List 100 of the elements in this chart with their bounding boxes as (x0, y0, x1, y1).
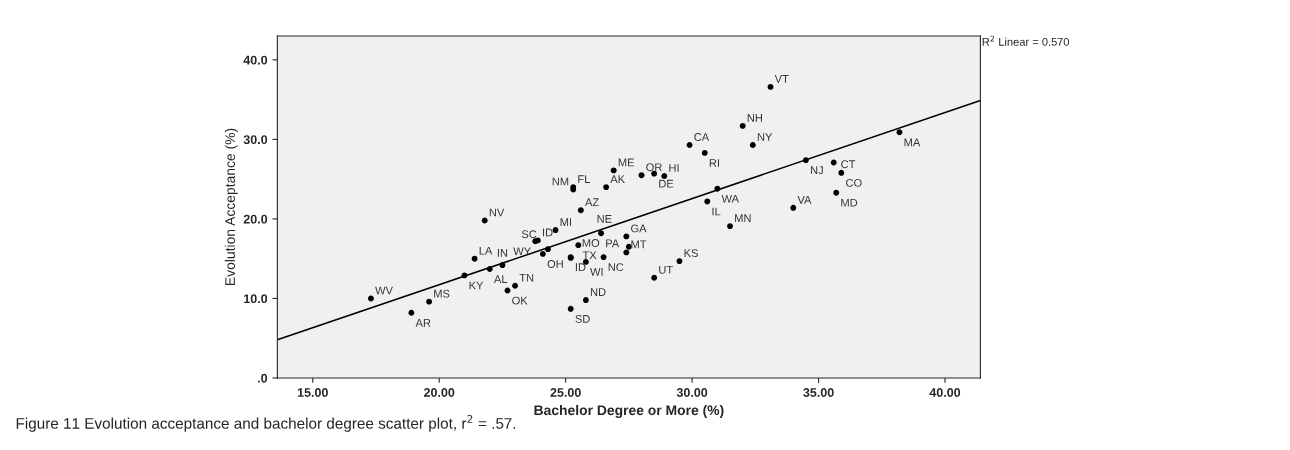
y-tick-label: 20.0 (243, 214, 268, 224)
data-label: FL (578, 175, 590, 183)
x-axis-title: Bachelor Degree or More (%) (534, 404, 724, 418)
data-label: ID (575, 263, 586, 271)
data-label: WA (721, 194, 740, 203)
data-label: AZ (585, 198, 599, 207)
point (714, 185, 721, 192)
data-label: TN (519, 273, 534, 282)
data-label: PA (606, 239, 620, 248)
data-label: GA (631, 224, 647, 233)
text: R$^{2}$ Linear = 0.570 (982, 35, 1069, 46)
point (661, 173, 668, 179)
data-label: WI (590, 268, 603, 276)
data-label: OH (547, 260, 563, 268)
data-label: VA (797, 195, 812, 204)
point (701, 149, 708, 156)
point (545, 246, 551, 253)
data-label: MS (434, 289, 450, 298)
point (638, 172, 645, 179)
point (461, 272, 468, 279)
point (486, 266, 493, 272)
data-label: ID (543, 228, 553, 237)
annotation: NE (597, 215, 612, 223)
data-label: IN (497, 249, 508, 257)
data-label: MI (560, 218, 572, 226)
x-tick-label: 40.00 (929, 388, 961, 397)
data-label: OR (646, 163, 662, 172)
point (426, 298, 433, 305)
data-label: TX (582, 251, 597, 260)
point (686, 142, 693, 148)
point (676, 258, 683, 265)
y-tick-label: 40.0 (243, 55, 268, 65)
data-label: CO (846, 178, 862, 187)
data-label: KY (469, 281, 484, 290)
data-label: AK (610, 175, 625, 183)
y-tick-label: 10.0 (244, 294, 268, 304)
point (512, 282, 519, 289)
point (802, 157, 809, 164)
point (838, 169, 845, 176)
point (790, 204, 797, 211)
point (739, 122, 746, 129)
data-label: KS (684, 249, 698, 258)
data-label: MO (582, 239, 600, 247)
point (603, 184, 610, 191)
data-label: VT (774, 75, 789, 83)
data-label: OK (512, 296, 528, 305)
point (567, 305, 574, 312)
data-label: MA (904, 138, 921, 147)
data-label: AL (493, 275, 508, 283)
point (896, 129, 903, 136)
x-tick-label: 25.00 (550, 388, 581, 397)
data-label: NV (489, 208, 505, 217)
data-label: WV (375, 286, 393, 295)
point (499, 262, 506, 269)
x-tick-label: 15.00 (297, 388, 328, 397)
data-label: MD (841, 198, 858, 207)
point (767, 83, 774, 90)
x-tick-label: 35.00 (803, 388, 834, 397)
point (727, 223, 733, 230)
point (575, 242, 582, 249)
x-tick-label: 20.00 (424, 388, 455, 397)
point (651, 274, 658, 281)
data-label: NC (608, 263, 624, 272)
data-label: ND (590, 288, 606, 296)
data-label: ME (618, 158, 635, 167)
y-tick-label: .0 (258, 373, 268, 383)
point (539, 250, 546, 257)
caption: Figure 11 Evolution acceptance and bachelor degree scatter plot, r$^{2}$ = .57. (16, 414, 516, 432)
point (582, 297, 589, 303)
data-label: AR (415, 319, 431, 327)
data-label: CA (694, 133, 710, 141)
data-label: SD (575, 314, 590, 323)
data-label: MT (631, 240, 647, 249)
x-tick-label: 30.00 (676, 388, 708, 397)
data-label: WY (513, 247, 531, 256)
data-label: NH (747, 114, 762, 122)
point (623, 233, 630, 240)
data-label: IL (712, 207, 721, 216)
data-label: MN (735, 214, 751, 222)
point (610, 167, 617, 174)
data-label: NM (552, 177, 569, 186)
point (833, 189, 840, 196)
data-label: UT (659, 265, 673, 274)
data-label: CT (841, 160, 856, 169)
data-label: LA (479, 246, 493, 255)
y-axis-title: Evolution Acceptance (%) (224, 128, 238, 285)
point (598, 230, 604, 237)
point (577, 207, 584, 214)
point (504, 287, 511, 294)
point (704, 198, 711, 205)
data-label: RI (709, 159, 719, 167)
data-label: DE (659, 179, 674, 188)
data-label: SC (521, 230, 537, 239)
data-label: NJ (810, 166, 823, 175)
point (367, 295, 374, 302)
data-label: NY (757, 133, 773, 141)
y-tick-label: 30.0 (243, 135, 268, 145)
point (408, 309, 415, 316)
point (623, 249, 630, 256)
point (471, 255, 478, 262)
